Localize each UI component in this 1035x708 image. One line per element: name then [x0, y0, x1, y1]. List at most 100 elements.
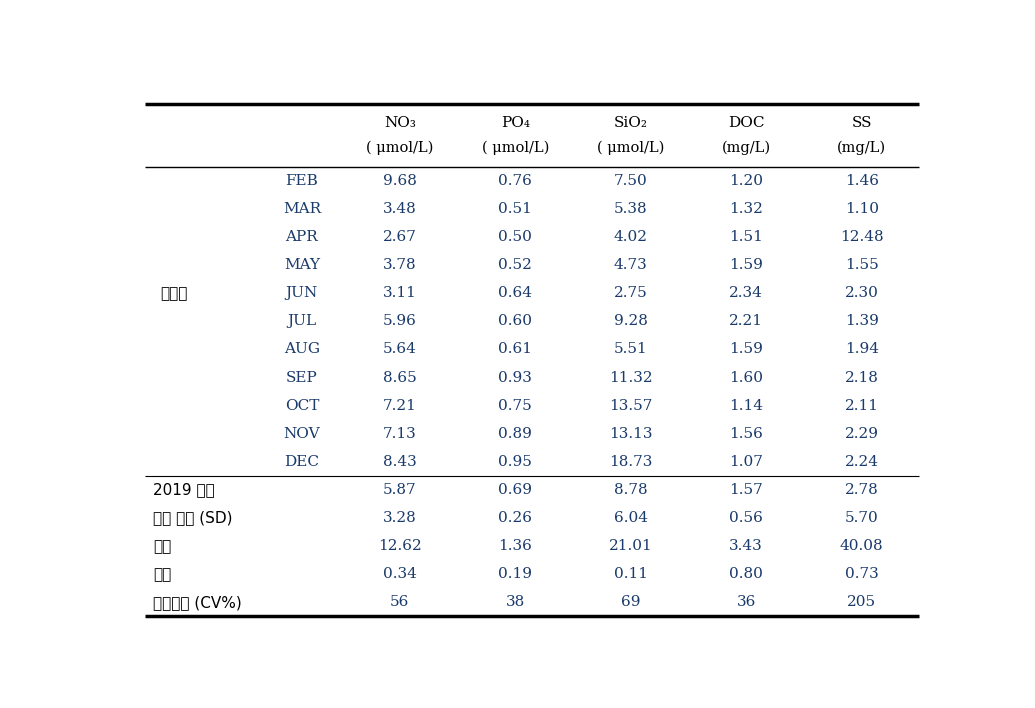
Text: 1.51: 1.51	[730, 230, 763, 244]
Text: 12.48: 12.48	[840, 230, 884, 244]
Text: 5.64: 5.64	[383, 343, 417, 356]
Text: 0.51: 0.51	[498, 202, 532, 216]
Text: JUN: JUN	[286, 286, 318, 300]
Text: 13.57: 13.57	[609, 399, 652, 413]
Text: 7.50: 7.50	[614, 173, 648, 188]
Text: 0.73: 0.73	[845, 567, 879, 581]
Text: 2.29: 2.29	[845, 427, 879, 441]
Text: 8.78: 8.78	[614, 483, 648, 497]
Text: SEP: SEP	[286, 370, 318, 384]
Text: 0.76: 0.76	[498, 173, 532, 188]
Text: 0.19: 0.19	[498, 567, 532, 581]
Text: AUG: AUG	[284, 343, 320, 356]
Text: 0.60: 0.60	[498, 314, 532, 329]
Text: 0.64: 0.64	[498, 286, 532, 300]
Text: 1.60: 1.60	[730, 370, 763, 384]
Text: 0.34: 0.34	[383, 567, 417, 581]
Text: 1.55: 1.55	[845, 258, 879, 272]
Text: 2.24: 2.24	[845, 455, 879, 469]
Text: 월평균: 월평균	[159, 286, 187, 301]
Text: 205: 205	[848, 595, 877, 610]
Text: 2.18: 2.18	[845, 370, 879, 384]
Text: 5.38: 5.38	[614, 202, 648, 216]
Text: 5.70: 5.70	[845, 511, 879, 525]
Text: 8.43: 8.43	[383, 455, 416, 469]
Text: 0.80: 0.80	[730, 567, 763, 581]
Text: 13.13: 13.13	[609, 427, 652, 441]
Text: 3.11: 3.11	[383, 286, 417, 300]
Text: APR: APR	[286, 230, 318, 244]
Text: 2.67: 2.67	[383, 230, 417, 244]
Text: 1.56: 1.56	[730, 427, 763, 441]
Text: PO₄: PO₄	[501, 116, 530, 130]
Text: 7.21: 7.21	[383, 399, 417, 413]
Text: 5.87: 5.87	[383, 483, 416, 497]
Text: 1.20: 1.20	[730, 173, 763, 188]
Text: (mg/L): (mg/L)	[721, 140, 771, 154]
Text: 69: 69	[621, 595, 641, 610]
Text: 56: 56	[390, 595, 410, 610]
Text: SiO₂: SiO₂	[614, 116, 648, 130]
Text: 2.11: 2.11	[845, 399, 879, 413]
Text: 0.89: 0.89	[498, 427, 532, 441]
Text: 1.59: 1.59	[730, 258, 763, 272]
Text: DEC: DEC	[285, 455, 320, 469]
Text: 변동계수 (CV%): 변동계수 (CV%)	[153, 595, 242, 610]
Text: 표준 편차 (SD): 표준 편차 (SD)	[153, 510, 233, 525]
Text: NO₃: NO₃	[384, 116, 416, 130]
Text: ( μmol/L): ( μmol/L)	[597, 140, 664, 154]
Text: 0.61: 0.61	[498, 343, 532, 356]
Text: 1.10: 1.10	[845, 202, 879, 216]
Text: 38: 38	[505, 595, 525, 610]
Text: 1.57: 1.57	[730, 483, 763, 497]
Text: SS: SS	[852, 116, 871, 130]
Text: 1.46: 1.46	[845, 173, 879, 188]
Text: 3.48: 3.48	[383, 202, 416, 216]
Text: 2.21: 2.21	[730, 314, 763, 329]
Text: 2.75: 2.75	[614, 286, 648, 300]
Text: 2.78: 2.78	[845, 483, 879, 497]
Text: 4.02: 4.02	[614, 230, 648, 244]
Text: DOC: DOC	[728, 116, 765, 130]
Text: 1.32: 1.32	[730, 202, 763, 216]
Text: 9.68: 9.68	[383, 173, 417, 188]
Text: 0.95: 0.95	[498, 455, 532, 469]
Text: 1.59: 1.59	[730, 343, 763, 356]
Text: NOV: NOV	[284, 427, 320, 441]
Text: 5.96: 5.96	[383, 314, 417, 329]
Text: 1.07: 1.07	[730, 455, 763, 469]
Text: 2.34: 2.34	[730, 286, 763, 300]
Text: 18.73: 18.73	[609, 455, 652, 469]
Text: JUL: JUL	[288, 314, 317, 329]
Text: 최소: 최소	[153, 567, 172, 582]
Text: 21.01: 21.01	[609, 539, 653, 553]
Text: ( μmol/L): ( μmol/L)	[481, 140, 549, 154]
Text: FEB: FEB	[286, 173, 318, 188]
Text: 0.52: 0.52	[498, 258, 532, 272]
Text: 1.94: 1.94	[845, 343, 879, 356]
Text: 0.26: 0.26	[498, 511, 532, 525]
Text: 6.04: 6.04	[614, 511, 648, 525]
Text: 1.14: 1.14	[730, 399, 763, 413]
Text: (mg/L): (mg/L)	[837, 140, 886, 154]
Text: 36: 36	[737, 595, 756, 610]
Text: 3.78: 3.78	[383, 258, 416, 272]
Text: 0.93: 0.93	[498, 370, 532, 384]
Text: 8.65: 8.65	[383, 370, 416, 384]
Text: 4.73: 4.73	[614, 258, 648, 272]
Text: 2.30: 2.30	[845, 286, 879, 300]
Text: 7.13: 7.13	[383, 427, 416, 441]
Text: 2019 평균: 2019 평균	[153, 482, 215, 498]
Text: OCT: OCT	[285, 399, 319, 413]
Text: ( μmol/L): ( μmol/L)	[366, 140, 434, 154]
Text: 1.39: 1.39	[845, 314, 879, 329]
Text: MAR: MAR	[283, 202, 321, 216]
Text: 0.56: 0.56	[730, 511, 763, 525]
Text: 0.11: 0.11	[614, 567, 648, 581]
Text: 최대: 최대	[153, 539, 172, 554]
Text: 40.08: 40.08	[840, 539, 884, 553]
Text: 12.62: 12.62	[378, 539, 421, 553]
Text: 0.75: 0.75	[498, 399, 532, 413]
Text: 0.50: 0.50	[498, 230, 532, 244]
Text: 5.51: 5.51	[614, 343, 648, 356]
